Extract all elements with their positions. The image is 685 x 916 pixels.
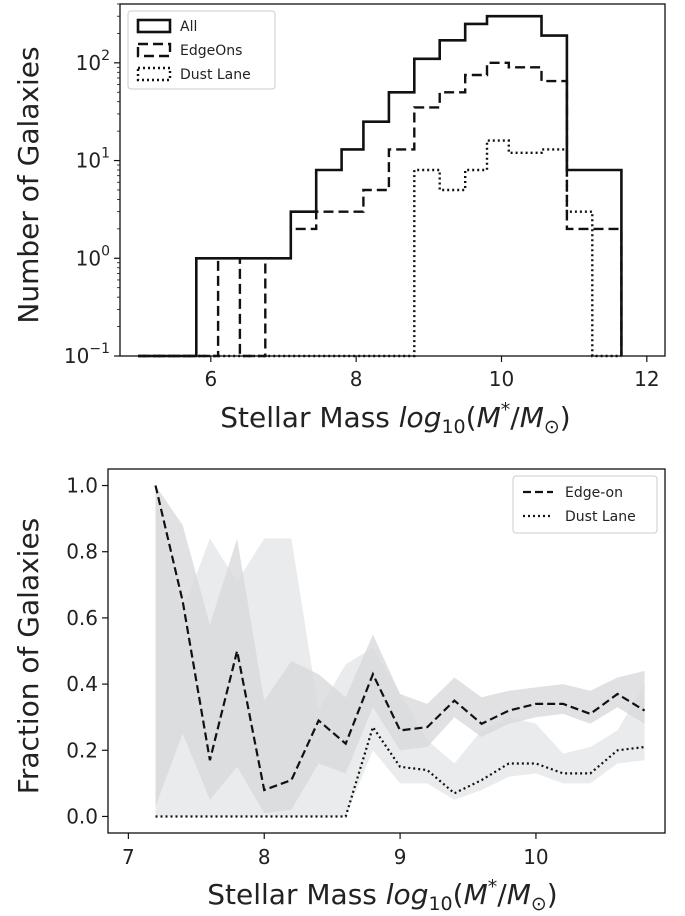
fraction-x-tick: 8: [258, 833, 271, 869]
histogram-y-tick: 101: [76, 146, 120, 173]
histogram-legend-key: [136, 66, 172, 82]
fraction-y-axis-label: Fraction of Galaxies: [12, 518, 45, 795]
histogram-x-tick: 6: [204, 356, 217, 391]
fraction-band-dust-lane: [155, 495, 645, 817]
svg-text:9: 9: [394, 845, 407, 869]
histogram-legend-label: EdgeOns: [180, 43, 242, 59]
fraction-plot-frame: [107, 468, 666, 834]
fraction-chart: 7 8 9 10 0.0 0.2 0.4 0.6 0.8 1.0 Fraction of Gal…: [12, 468, 666, 915]
histogram-x-tick: 10: [489, 356, 514, 391]
svg-text:102: 102: [76, 48, 110, 75]
fraction-legend: Edge-on Dust Lane: [512, 475, 658, 534]
svg-text:101: 101: [76, 146, 110, 173]
fraction-legend-label: Edge-on: [565, 485, 623, 501]
histogram-series-dust-lane: [138, 139, 622, 358]
histogram-x-tick: 8: [350, 356, 363, 391]
fraction-x-tick: 9: [394, 833, 407, 869]
fraction-y-tick: 0.0: [66, 804, 108, 828]
histogram-plot-frame: [119, 3, 666, 357]
fraction-series-group: [154, 485, 646, 818]
histogram-y-tick: 10−1: [64, 341, 120, 368]
histogram-x-axis-label: Stellar Mass log10(M*/M⊙): [220, 399, 570, 438]
fraction-series-edge-on: [154, 485, 646, 792]
svg-text:10: 10: [489, 367, 514, 391]
fraction-y-tick: 0.4: [66, 672, 108, 696]
fraction-y-tick: 0.2: [66, 738, 108, 762]
histogram-y-tick: 102: [76, 48, 120, 75]
histogram-series-group: [138, 14, 623, 358]
fraction-y-tick: 0.6: [66, 606, 108, 630]
fraction-legend-label: Dust Lane: [565, 509, 636, 525]
svg-text:8: 8: [258, 845, 271, 869]
svg-text:6: 6: [204, 367, 217, 391]
histogram-legend-key: [136, 42, 172, 58]
fraction-y-tick: 0.8: [66, 540, 108, 564]
histogram-legend-label: Dust Lane: [180, 67, 251, 83]
svg-text:100: 100: [76, 243, 110, 270]
svg-text:0.6: 0.6: [66, 606, 98, 630]
histogram-legend: All EdgeOns Dust Lane: [127, 10, 276, 90]
svg-text:7: 7: [122, 845, 135, 869]
svg-text:0.8: 0.8: [66, 540, 98, 564]
histogram-series-edgeons: [138, 61, 623, 358]
svg-text:0.4: 0.4: [66, 672, 98, 696]
fraction-x-tick: 7: [122, 833, 135, 869]
svg-text:1.0: 1.0: [66, 474, 98, 498]
histogram-legend-label: All: [180, 19, 197, 35]
svg-text:8: 8: [350, 367, 363, 391]
fraction-series-dust-lane: [155, 724, 645, 818]
histogram-series-all: [138, 14, 623, 358]
fraction-y-tick: 1.0: [66, 474, 108, 498]
svg-text:0.2: 0.2: [66, 738, 98, 762]
histogram-legend-key: [136, 18, 172, 34]
fraction-x-axis-label: Stellar Mass log10(M*/M⊙): [207, 876, 557, 915]
svg-text:10−1: 10−1: [64, 341, 110, 368]
histogram-y-axis-label: Number of Galaxies: [12, 46, 45, 323]
fraction-legend-box: [512, 475, 658, 534]
svg-text:0.0: 0.0: [66, 804, 98, 828]
histogram-x-tick: 12: [634, 356, 660, 391]
histogram-legend-box: [127, 10, 276, 90]
histogram-y-tick: 100: [76, 243, 120, 270]
svg-text:12: 12: [634, 367, 659, 391]
svg-text:10: 10: [523, 845, 548, 869]
fraction-x-tick: 10: [523, 833, 549, 869]
